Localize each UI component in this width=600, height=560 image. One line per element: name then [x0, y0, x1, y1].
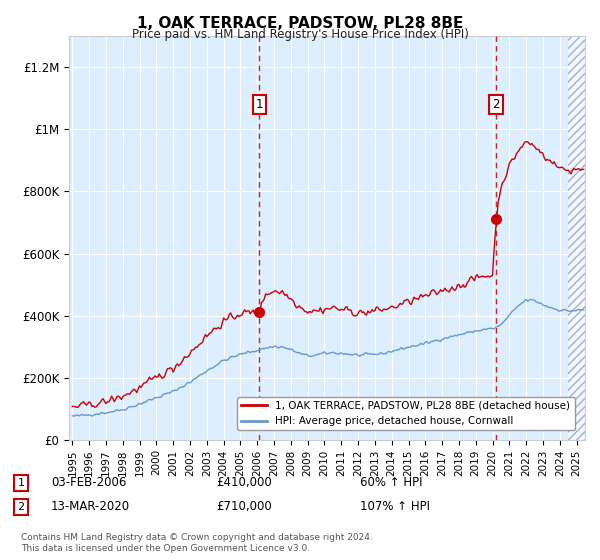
Text: Price paid vs. HM Land Registry's House Price Index (HPI): Price paid vs. HM Land Registry's House …	[131, 28, 469, 41]
Text: 1: 1	[17, 478, 25, 488]
Text: 60% ↑ HPI: 60% ↑ HPI	[360, 476, 422, 489]
Text: 107% ↑ HPI: 107% ↑ HPI	[360, 500, 430, 514]
Text: 2: 2	[493, 98, 500, 111]
Text: 1: 1	[256, 98, 263, 111]
Text: 03-FEB-2006: 03-FEB-2006	[51, 476, 127, 489]
Text: £410,000: £410,000	[216, 476, 272, 489]
Bar	[568, 36, 600, 440]
Bar	[568, 36, 600, 440]
Text: 13-MAR-2020: 13-MAR-2020	[51, 500, 130, 514]
Text: £710,000: £710,000	[216, 500, 272, 514]
Text: 1, OAK TERRACE, PADSTOW, PL28 8BE: 1, OAK TERRACE, PADSTOW, PL28 8BE	[137, 16, 463, 31]
Text: Contains HM Land Registry data © Crown copyright and database right 2024.
This d: Contains HM Land Registry data © Crown c…	[21, 533, 373, 553]
Text: 2: 2	[17, 502, 25, 512]
Legend: 1, OAK TERRACE, PADSTOW, PL28 8BE (detached house), HPI: Average price, detached: 1, OAK TERRACE, PADSTOW, PL28 8BE (detac…	[237, 397, 575, 430]
